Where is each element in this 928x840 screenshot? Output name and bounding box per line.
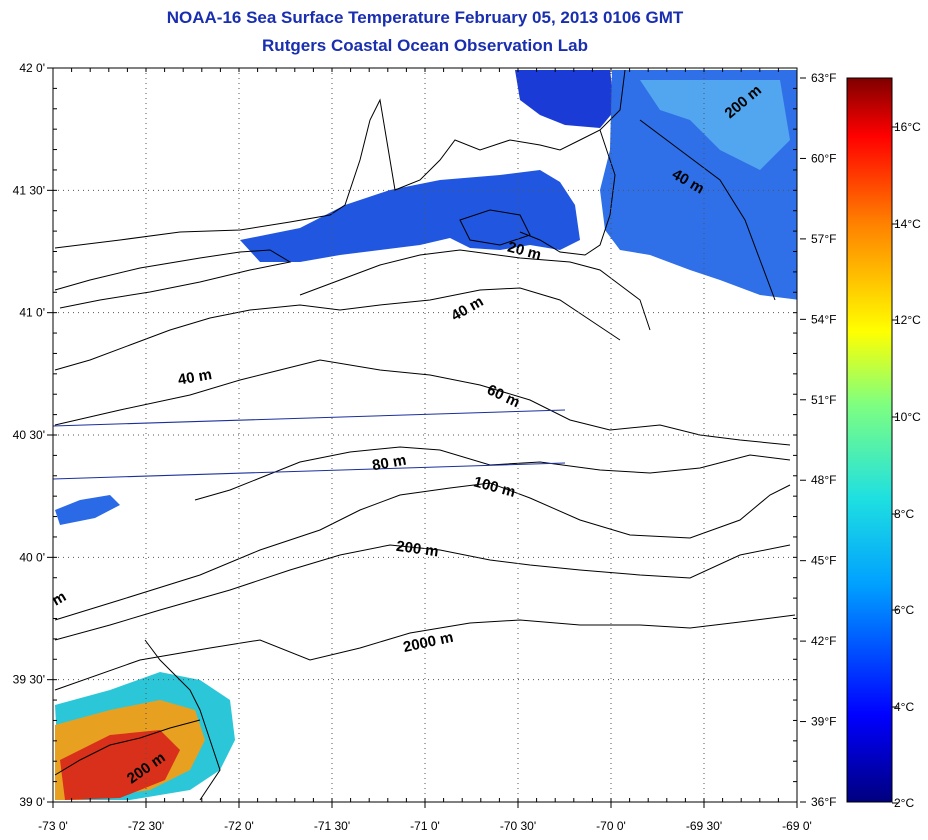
- lat-tick-label: 42 0': [19, 61, 45, 75]
- lon-tick-label: -69 0': [782, 819, 812, 833]
- lat-tick-label: 40 30': [13, 428, 45, 442]
- lat-tick-label: 39 0': [19, 795, 45, 809]
- colorbar-f-label: 45°F: [811, 554, 836, 568]
- contour-200m-south: [54, 719, 201, 776]
- contour-40m-west: [54, 287, 621, 371]
- transect-line-1: [53, 409, 566, 427]
- contour-label-m-partial: m: [49, 588, 69, 609]
- contour-60m: [54, 359, 791, 446]
- coastline-southern-new-england: [54, 69, 626, 249]
- contour-label-80m: 80 m: [371, 452, 408, 475]
- axis-ticks: [47, 67, 798, 808]
- lat-tick-label: 41 30': [13, 183, 45, 197]
- sst-cold-patch-west: [55, 495, 120, 525]
- contour-40m-east: [639, 119, 776, 301]
- contour-label-200m: 200 m: [395, 538, 439, 561]
- latitude-labels: 42 0' 41 30' 41 0' 40 30' 40 0' 39 30' 39 0': [13, 61, 45, 809]
- contour-100m: [54, 482, 791, 621]
- colorbar-c-label: 16°C: [894, 120, 921, 134]
- colorbar-f-label: 51°F: [811, 393, 836, 407]
- contour-label-40m-west: 40 m: [177, 366, 214, 389]
- map-title: NOAA-16 Sea Surface Temperature February…: [166, 8, 684, 27]
- colorbar-celsius-labels: 16°C 14°C 12°C 10°C 8°C 6°C 4°C 2°C: [892, 120, 921, 810]
- colorbar-f-label: 48°F: [811, 473, 836, 487]
- lon-tick-label: -71 30': [314, 819, 350, 833]
- map-subtitle: Rutgers Coastal Ocean Observation Lab: [262, 36, 588, 55]
- colorbar-f-label: 42°F: [811, 634, 836, 648]
- colorbar-c-label: 4°C: [894, 700, 914, 714]
- contour-canyon: [144, 639, 221, 801]
- contour-200m: [54, 544, 791, 641]
- sst-cold-patch-sound: [240, 170, 580, 262]
- colorbar-f-label: 57°F: [811, 232, 836, 246]
- colorbar-f-label: 39°F: [811, 715, 836, 729]
- coastline-long-island: [54, 249, 292, 309]
- lon-tick-label: -71 0': [410, 819, 440, 833]
- contour-label-100m: 100 m: [472, 473, 517, 500]
- lon-tick-label: -70 30': [500, 819, 536, 833]
- lon-tick-label: -70 0': [596, 819, 626, 833]
- lon-tick-label: -72 30': [128, 819, 164, 833]
- lat-tick-label: 41 0': [19, 306, 45, 320]
- colorbar: [846, 77, 893, 803]
- transect-line-2: [53, 462, 566, 480]
- colorbar-c-label: 14°C: [894, 217, 921, 231]
- colorbar-f-label: 54°F: [811, 312, 836, 326]
- contour-2000m: [54, 614, 796, 691]
- coastline-cape-cod: [519, 129, 616, 256]
- colorbar-f-label: 63°F: [811, 71, 836, 85]
- colorbar-c-label: 10°C: [894, 410, 921, 424]
- colorbar-c-label: 6°C: [894, 603, 914, 617]
- lon-tick-label: -69 30': [686, 819, 722, 833]
- contour-80m: [194, 446, 791, 501]
- sst-cold-patch-capecod-bay: [515, 70, 615, 128]
- lat-tick-label: 40 0': [19, 550, 45, 564]
- lon-tick-label: -73 0': [38, 819, 68, 833]
- lon-tick-label: -72 0': [224, 819, 254, 833]
- colorbar-c-label: 12°C: [894, 313, 921, 327]
- contour-20m: [299, 249, 651, 331]
- contour-label-40m-center: 40 m: [448, 293, 486, 325]
- sst-speckle-offshore: [640, 80, 790, 170]
- colorbar-fahrenheit-labels: 63°F 60°F 57°F 54°F 51°F 48°F 45°F 42°F 39°F 36°F: [800, 71, 836, 809]
- colorbar-c-label: 2°C: [894, 796, 914, 810]
- contour-label-60m: 60 m: [484, 381, 522, 411]
- coastline-islands: [459, 209, 531, 246]
- longitude-labels: -73 0' -72 30' -72 0' -71 30' -71 0' -70 30' -…: [38, 819, 812, 833]
- lat-tick-label: 39 30': [13, 673, 45, 687]
- sst-hot-patch-south: [60, 730, 180, 800]
- colorbar-f-label: 36°F: [811, 795, 836, 809]
- colorbar-c-label: 8°C: [894, 507, 914, 521]
- colorbar-f-label: 60°F: [811, 151, 836, 165]
- graticule: [53, 68, 797, 802]
